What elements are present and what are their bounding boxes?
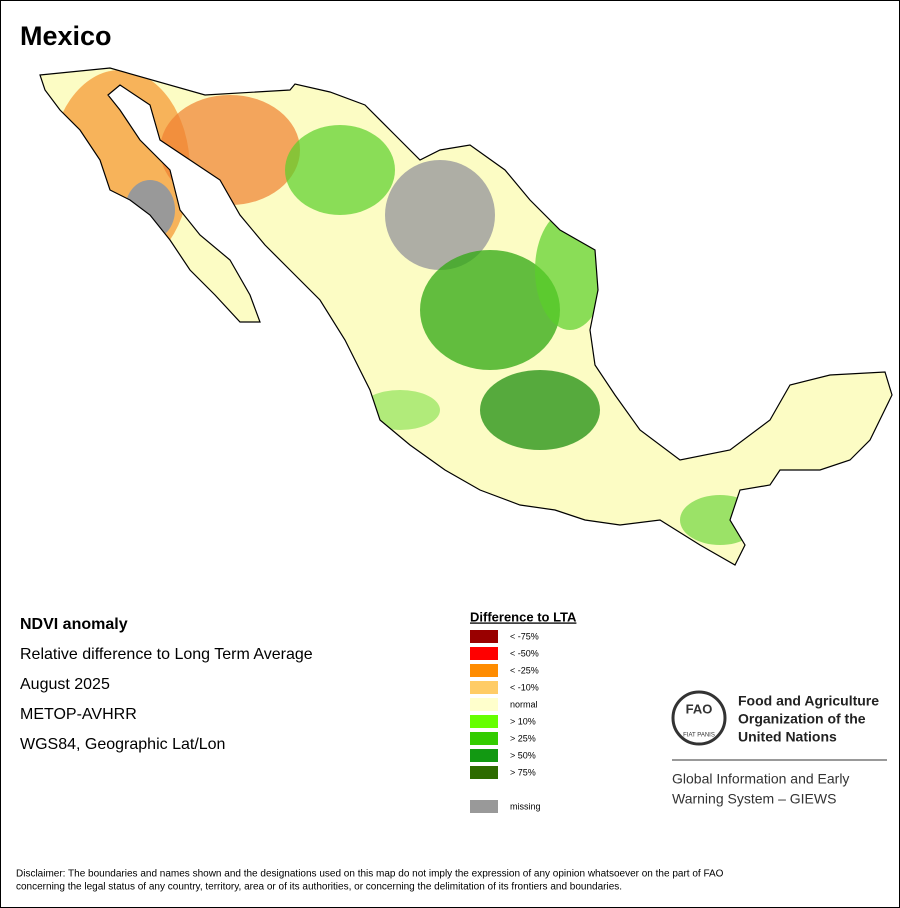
legend-swatch — [470, 681, 498, 694]
giews-line: Global Information and Early — [672, 771, 849, 787]
giews-line: Warning System – GIEWS — [672, 791, 836, 807]
logo-motto: FIAT PANIS — [683, 733, 715, 739]
legend-swatch — [470, 664, 498, 677]
legend-label: > 10% — [510, 716, 536, 726]
legend-swatch — [470, 630, 498, 643]
legend-label: > 75% — [510, 767, 536, 777]
legend-title: Difference to LTA — [470, 609, 577, 624]
info-line: NDVI anomaly — [20, 616, 128, 633]
legend: < -75% < -50% < -25% < -10% normal > 10% > 25%… — [470, 630, 541, 813]
fao-name: Food and Agriculture Organization of the U… — [672, 693, 879, 807]
info-line: METOP-AVHRR — [20, 706, 137, 723]
disclaimer: Disclaimer: The boundaries and names sho… — [16, 869, 724, 893]
legend-label: < -10% — [510, 682, 539, 692]
legend-label: < -50% — [510, 648, 539, 658]
legend-swatch — [470, 715, 498, 728]
disclaimer-line: Disclaimer: The boundaries and names sho… — [16, 869, 724, 880]
legend-swatch — [470, 749, 498, 762]
fao-name-line: Organization of the — [738, 711, 866, 727]
fao-name-line: United Nations — [738, 729, 837, 745]
legend-label: normal — [510, 699, 538, 709]
logo-letters: FAO — [686, 701, 713, 716]
legend-swatch — [470, 647, 498, 660]
legend-label: > 50% — [510, 750, 536, 760]
info-line: Relative difference to Long Term Average — [20, 646, 313, 663]
fao-logo: FAO FIAT PANIS — [671, 690, 727, 746]
legend-label: < -75% — [510, 631, 539, 641]
disclaimer-line: concerning the legal status of any count… — [16, 882, 622, 893]
legend-swatch — [470, 698, 498, 711]
info-line: August 2025 — [20, 676, 110, 693]
fao-name-line: Food and Agriculture — [738, 693, 879, 709]
legend-label: missing — [510, 801, 541, 811]
legend-swatch — [470, 732, 498, 745]
legend-label: > 25% — [510, 733, 536, 743]
info-block: NDVI anomaly Relative difference to Long … — [20, 616, 313, 753]
legend-label: < -25% — [510, 665, 539, 675]
map-title: Mexico — [20, 21, 112, 51]
legend-swatch — [470, 800, 498, 813]
legend-swatch — [470, 766, 498, 779]
info-line: WGS84, Geographic Lat/Lon — [20, 736, 225, 753]
